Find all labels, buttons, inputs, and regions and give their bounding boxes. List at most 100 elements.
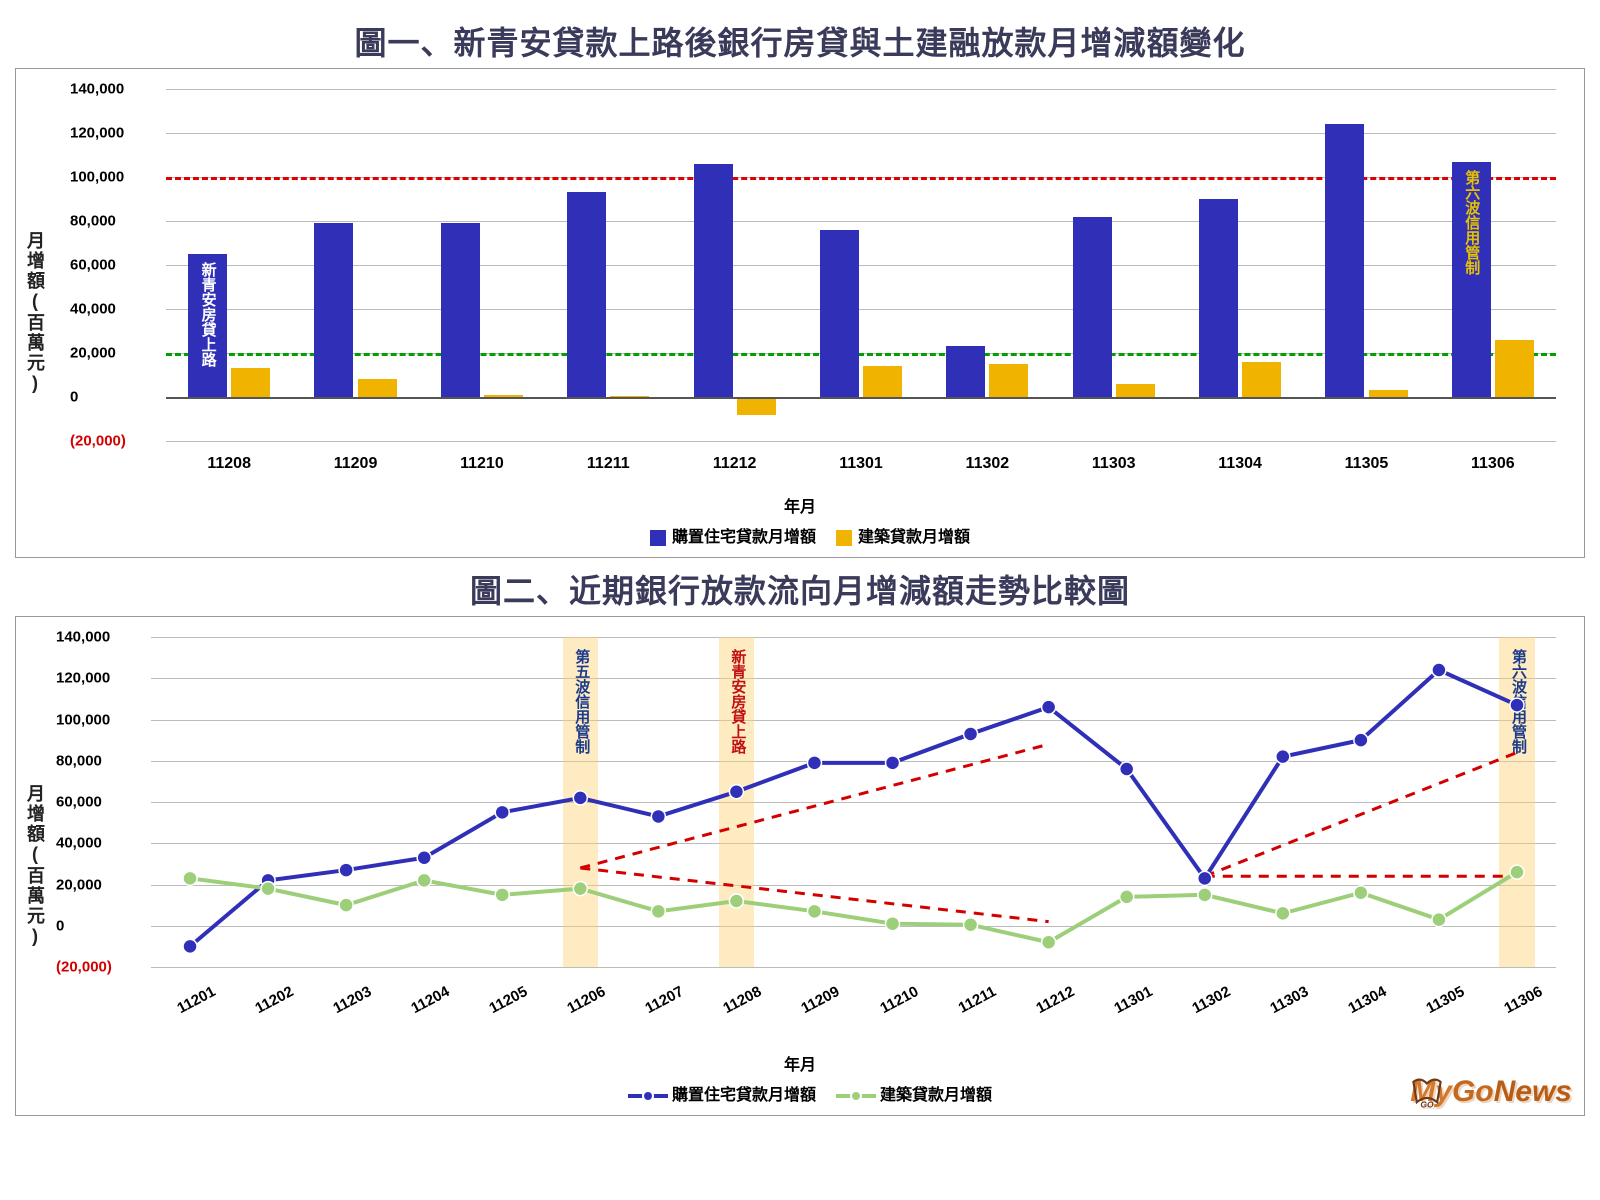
chart2-marker [807, 756, 821, 770]
chart2-marker [573, 791, 587, 805]
chart1-xtick: 11304 [1218, 455, 1262, 473]
chart1-bar [1199, 199, 1238, 397]
chart2-marker [1042, 935, 1056, 949]
chart1-xtick: 11306 [1471, 455, 1515, 473]
chart2-legend: 購置住宅貸款月增額 建築貸款月增額 [16, 1075, 1584, 1115]
chart1-xtick: 11303 [1092, 455, 1136, 473]
chart2-marker [651, 809, 665, 823]
legend-swatch [628, 1094, 668, 1098]
chart2-marker [1276, 906, 1290, 920]
chart2-marker [1432, 663, 1446, 677]
chart1-ytick: 20,000 [70, 345, 116, 362]
chart2-marker [1510, 865, 1524, 879]
logo-icon: GO [1410, 1075, 1444, 1109]
chart2-marker [183, 939, 197, 953]
chart2-title: 圖二、近期銀行放款流向月增減額走勢比較圖 [10, 566, 1590, 612]
chart2-marker [886, 917, 900, 931]
chart2-marker [1120, 890, 1134, 904]
chart2-marker [807, 904, 821, 918]
chart2-marker [964, 727, 978, 741]
chart1-x-label: 年月 [16, 493, 1584, 517]
chart2-marker [183, 871, 197, 885]
chart1-bar [820, 230, 859, 397]
chart2-marker [1510, 698, 1524, 712]
chart1-xtick: 11210 [460, 455, 504, 473]
chart2-marker [1354, 886, 1368, 900]
chart1-bar [946, 346, 985, 397]
chart1-bar [737, 397, 776, 415]
chart1-bar [1369, 390, 1408, 397]
chart2-marker [339, 898, 353, 912]
chart1-xtick: 11302 [966, 455, 1010, 473]
chart1-xtick: 11208 [207, 455, 251, 473]
chart1-xtick: 11305 [1345, 455, 1389, 473]
chart2-series-line [190, 872, 1517, 942]
chart1-xtick: 11211 [587, 455, 630, 473]
chart1-ytick: 80,000 [70, 213, 116, 230]
chart1-ytick: 40,000 [70, 301, 116, 318]
chart1: 月增額(百萬元) (20,000)020,00040,00060,00080,0… [15, 68, 1585, 558]
chart2-marker [729, 894, 743, 908]
chart1-bar [231, 368, 270, 397]
chart2-plot: (20,000)020,00040,00060,00080,000100,000… [16, 617, 1586, 1047]
chart1-bar [358, 379, 397, 397]
chart1-bar [441, 223, 480, 397]
chart2-marker [417, 851, 431, 865]
chart2-marker [1198, 888, 1212, 902]
chart1-bar [989, 364, 1028, 397]
chart1-bar [863, 366, 902, 397]
chart1-bar [188, 254, 227, 397]
chart1-xtick: 11209 [334, 455, 378, 473]
chart2-svg [16, 617, 1586, 1047]
legend-label: 建築貸款月增額 [880, 1087, 992, 1104]
chart1-ytick: (20,000) [70, 433, 126, 450]
chart1-ytick: 0 [70, 389, 78, 406]
chart1-bar [1073, 217, 1112, 397]
chart1-bar [1325, 124, 1364, 397]
chart1-bar [314, 223, 353, 397]
chart2-marker [495, 805, 509, 819]
legend-swatch [836, 1094, 876, 1098]
chart1-ytick: 60,000 [70, 257, 116, 274]
chart1-bar [567, 192, 606, 397]
chart1-zero-axis [166, 397, 1556, 399]
chart2-marker [417, 873, 431, 887]
legend-label: 購置住宅貸款月增額 [672, 1087, 816, 1104]
chart2-x-label: 年月 [16, 1051, 1584, 1075]
chart2-marker [495, 888, 509, 902]
chart1-legend: 購置住宅貸款月增額建築貸款月增額 [16, 517, 1584, 557]
chart1-bar [694, 164, 733, 397]
chart2-marker [1042, 700, 1056, 714]
chart1-bar [1495, 340, 1534, 397]
chart2-marker [729, 785, 743, 799]
chart2-marker [651, 904, 665, 918]
chart1-xtick: 11301 [839, 455, 883, 473]
chart2-marker [1120, 762, 1134, 776]
chart2-marker [1276, 750, 1290, 764]
svg-text:GO: GO [1421, 1099, 1435, 1109]
chart1-ytick: 120,000 [70, 125, 124, 142]
chart1-bar [1452, 162, 1491, 397]
chart2-marker [1432, 913, 1446, 927]
legend-label: 建築貸款月增額 [858, 529, 970, 546]
chart1-title: 圖一、新青安貸款上路後銀行房貸與土建融放款月增減額變化 [10, 18, 1590, 64]
chart2: 月增額(百萬元) (20,000)020,00040,00060,00080,0… [15, 616, 1585, 1116]
chart2-marker [573, 882, 587, 896]
watermark: GO MyGoNews [1410, 1075, 1572, 1109]
chart2-marker [261, 882, 275, 896]
chart1-plot: (20,000) 0 20,000 40,000 60,000 80,000 100,000… [16, 69, 1586, 489]
chart1-bar [1242, 362, 1281, 397]
chart1-ytick: 100,000 [70, 169, 124, 186]
legend-swatch [650, 530, 666, 546]
chart1-bar [1116, 384, 1155, 397]
legend-swatch [836, 530, 852, 546]
chart2-marker [964, 918, 978, 932]
chart1-ytick: 140,000 [70, 81, 124, 98]
chart2-trend-line [1205, 753, 1517, 877]
chart2-marker [1198, 871, 1212, 885]
chart2-marker [886, 756, 900, 770]
chart2-marker [1354, 733, 1368, 747]
chart2-marker [339, 863, 353, 877]
chart1-gridline [166, 89, 1556, 90]
chart1-gridline [166, 441, 1556, 442]
